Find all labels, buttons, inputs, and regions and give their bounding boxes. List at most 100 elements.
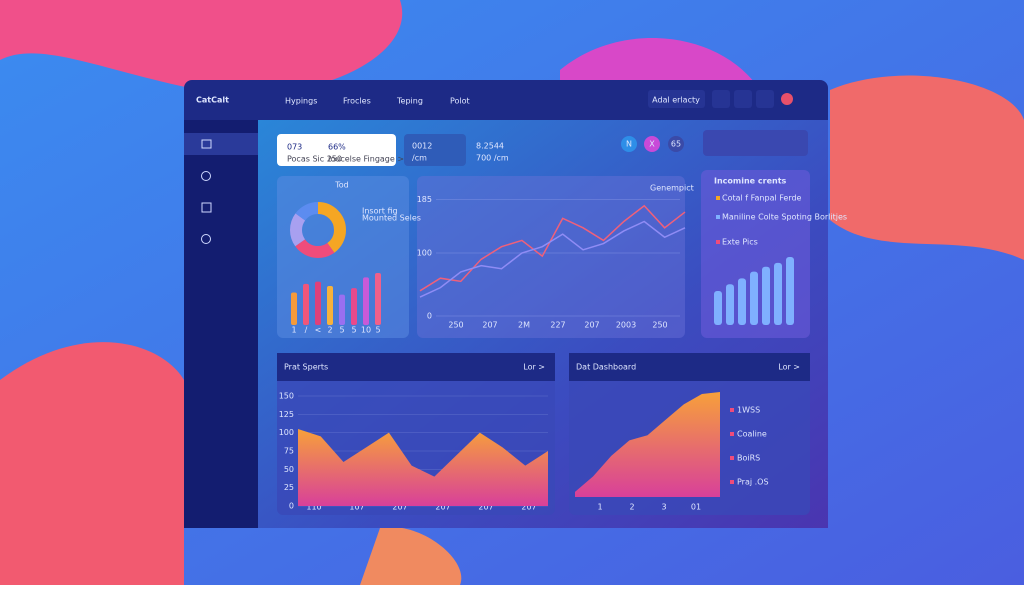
avatar[interactable] xyxy=(781,93,793,105)
bar-label: 5 xyxy=(351,326,356,335)
legend-item: BoiRS xyxy=(737,454,760,463)
stat-card xyxy=(277,134,396,166)
panel-header xyxy=(277,353,555,381)
y-tick-label: 25 xyxy=(284,483,294,492)
chip[interactable] xyxy=(668,136,684,152)
nav-item[interactable]: Polot xyxy=(450,97,470,106)
bar-label: 1 xyxy=(291,326,296,335)
legend-swatch xyxy=(716,240,720,244)
x-tick-label: 1 xyxy=(597,503,602,512)
header-icons xyxy=(712,90,793,108)
y-tick-label: 100 xyxy=(417,249,432,258)
card-title: Tod xyxy=(334,181,349,190)
panel-header xyxy=(569,353,810,381)
sidebar-active[interactable] xyxy=(184,133,258,155)
bar xyxy=(762,266,770,325)
legend-item: Cotal f Fanpal Ferde xyxy=(722,194,802,203)
x-tick-label: 107 xyxy=(349,503,364,512)
stat-card xyxy=(404,134,466,166)
legend-item: Exte Pics xyxy=(722,238,758,247)
legend-item: Coaline xyxy=(737,430,767,439)
bar xyxy=(714,291,722,325)
panel-link[interactable]: Lor > xyxy=(523,363,545,372)
x-tick-label: 2M xyxy=(518,321,530,330)
logo: CatCalt xyxy=(196,96,229,105)
stat-value: 0012 xyxy=(412,142,432,151)
toolbar xyxy=(703,130,808,156)
donut-segment xyxy=(290,202,346,258)
nav-item[interactable]: Hypings xyxy=(285,97,317,106)
bar xyxy=(303,283,309,325)
line-series xyxy=(419,220,686,298)
x-tick-label: 250 xyxy=(448,321,463,330)
stat-caption: 700 /cm xyxy=(476,154,509,163)
area-series xyxy=(298,429,548,506)
bar xyxy=(786,257,794,325)
y-tick-label: 100 xyxy=(279,428,294,437)
panel-title: Prat Sperts xyxy=(284,363,328,372)
bar xyxy=(339,294,345,325)
panel-link[interactable]: Lor > xyxy=(778,363,800,372)
icon[interactable] xyxy=(201,234,211,244)
icon[interactable] xyxy=(201,139,212,149)
chip[interactable] xyxy=(644,136,660,152)
bar xyxy=(291,292,297,325)
donut-segment xyxy=(290,202,346,258)
icon-button[interactable] xyxy=(712,90,730,108)
bar xyxy=(750,271,758,325)
bar xyxy=(327,286,333,325)
area-series xyxy=(575,392,720,497)
x-tick-label: 207 xyxy=(584,321,599,330)
bar xyxy=(726,284,734,325)
legend-swatch xyxy=(730,432,734,436)
legend-item: Maniline Colte Spoting Borlitjes xyxy=(722,213,847,222)
blob xyxy=(0,0,403,95)
icon-button[interactable] xyxy=(756,90,774,108)
blob xyxy=(0,342,184,585)
chip[interactable] xyxy=(621,136,637,152)
bar xyxy=(351,288,357,325)
legend-item: Praj .OS xyxy=(737,478,769,487)
legend-item: Insort fig xyxy=(362,207,398,216)
x-tick-label: 3 xyxy=(661,503,666,512)
icon[interactable] xyxy=(201,171,211,181)
bar xyxy=(315,281,321,325)
bar-label: 10 xyxy=(361,326,371,335)
line-series xyxy=(419,204,686,292)
legend-swatch xyxy=(716,196,720,200)
y-tick-label: 125 xyxy=(279,410,294,419)
legend-item: 1WSS xyxy=(737,406,760,415)
x-tick-label: 207 xyxy=(392,503,407,512)
stat-value: 8.2544 xyxy=(476,142,504,151)
bar xyxy=(375,273,381,325)
donut-segment xyxy=(290,202,346,258)
icon-button[interactable] xyxy=(734,90,752,108)
blob xyxy=(830,75,1024,260)
stat-caption: /cm xyxy=(412,154,427,163)
bar xyxy=(774,262,782,325)
x-tick-label: 110 xyxy=(306,503,321,512)
x-tick-label: 207 xyxy=(482,321,497,330)
y-tick-label: 50 xyxy=(284,465,294,474)
y-tick-label: 75 xyxy=(284,447,294,456)
x-tick-label: 2 xyxy=(629,503,634,512)
panel-title: Dat Dashboard xyxy=(576,363,636,372)
x-tick-label: 207 xyxy=(478,503,493,512)
x-tick-label: 207 xyxy=(435,503,450,512)
x-tick-label: 01 xyxy=(691,503,701,512)
stat-caption: Ioucelse Fingage > xyxy=(328,155,404,164)
bar-label: 2 xyxy=(327,326,332,335)
stat-value: 66% xyxy=(328,143,346,152)
bar-label: < xyxy=(315,326,322,335)
icon[interactable] xyxy=(201,202,212,213)
bar-label: 5 xyxy=(375,326,380,335)
legend-item: Genempict xyxy=(650,184,694,193)
nav-item[interactable]: Frocles xyxy=(343,97,371,106)
blob xyxy=(360,526,462,585)
card-title: Incomine crents xyxy=(714,177,787,186)
nav-item[interactable]: Teping xyxy=(396,97,423,106)
header-button[interactable] xyxy=(648,90,705,108)
sidebar-icons xyxy=(201,139,212,244)
y-tick-label: 185 xyxy=(417,195,432,204)
